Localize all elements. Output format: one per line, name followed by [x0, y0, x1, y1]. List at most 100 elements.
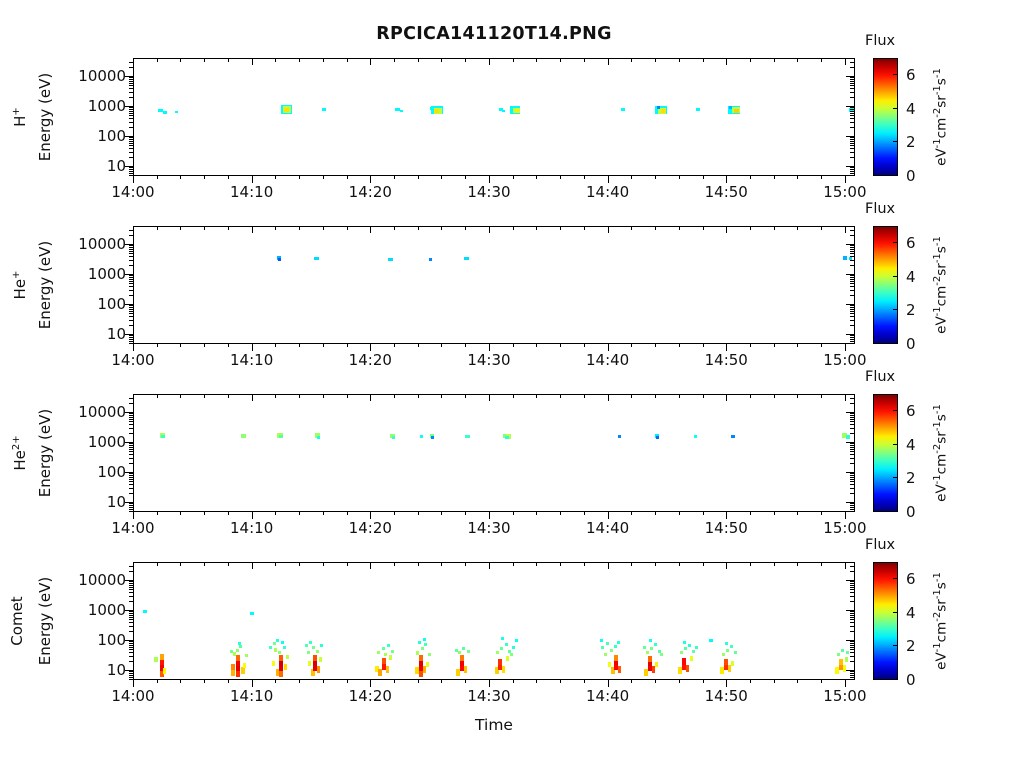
y-minor-tick — [850, 416, 854, 418]
y-minor-tick — [850, 110, 854, 112]
x-tick-label: 15:00 — [823, 519, 867, 537]
y-minor-tick — [850, 655, 854, 657]
x-minor-tick — [346, 512, 348, 515]
y-minor-tick — [129, 589, 133, 591]
x-major-tick — [488, 59, 490, 65]
y-minor-tick — [850, 253, 854, 255]
y-minor-tick — [850, 483, 854, 485]
spectrogram-cell — [272, 641, 276, 645]
y-minor-tick — [850, 619, 854, 620]
y-minor-tick — [850, 510, 854, 512]
y-minor-tick — [850, 651, 854, 653]
spectrogram-cell — [271, 660, 275, 666]
y-minor-tick — [129, 474, 133, 476]
spectrogram-cell — [275, 668, 280, 676]
label-superscript: -1 — [932, 253, 943, 264]
spectrogram-cell — [695, 108, 700, 112]
x-tick-label: 14:40 — [585, 519, 630, 537]
spectrogram-cell — [727, 665, 731, 672]
x-minor-tick — [156, 563, 158, 566]
spectrogram-cell — [230, 668, 235, 676]
y-minor-tick — [129, 110, 133, 112]
spectrogram-cell — [142, 609, 147, 613]
y-minor-tick — [850, 289, 854, 291]
y-minor-tick — [129, 315, 133, 317]
label-superscript: 2+ — [11, 435, 22, 451]
x-major-tick — [133, 227, 134, 233]
x-minor-tick — [655, 512, 657, 515]
y-minor-tick — [850, 586, 854, 588]
y-minor-tick — [129, 444, 133, 446]
spectrogram-cell — [154, 656, 158, 662]
x-major-tick — [370, 176, 372, 183]
x-minor-tick — [417, 395, 419, 398]
y-minor-tick — [850, 480, 854, 482]
x-major-tick — [251, 59, 253, 65]
spectrogram-cell — [654, 643, 657, 646]
y-tick-label: 100 — [97, 126, 126, 145]
y-minor-tick — [850, 96, 854, 98]
y-major-tick — [846, 244, 854, 246]
x-major-tick — [370, 563, 372, 569]
x-minor-tick — [773, 680, 775, 683]
x-minor-tick — [299, 344, 301, 347]
spectrogram-cell — [163, 667, 167, 674]
label-superscript: -1 — [932, 589, 943, 600]
y-major-tick — [125, 412, 133, 414]
x-tick-label: 14:00 — [111, 183, 155, 201]
label-base: sr — [933, 431, 950, 444]
x-minor-tick — [346, 563, 348, 566]
spectrogram-cell — [394, 108, 400, 112]
x-tick-label: 15:00 — [823, 687, 867, 705]
spectrogram-cell — [721, 652, 725, 656]
spectrogram-cell — [648, 639, 652, 643]
x-major-tick — [133, 680, 134, 687]
x-minor-tick — [394, 344, 396, 347]
x-minor-tick — [536, 344, 538, 347]
y-axis-title: Energy (eV) — [36, 240, 54, 330]
x-minor-tick — [322, 680, 324, 683]
colorbar-tick-label: 2 — [906, 301, 916, 320]
x-tick-label: 14:40 — [585, 351, 630, 369]
x-minor-tick — [227, 680, 229, 683]
x-minor-tick — [749, 176, 751, 179]
colorbar-title: Flux — [865, 369, 896, 385]
spectrogram-cell — [723, 658, 728, 665]
y-minor-tick — [850, 492, 854, 494]
y-minor-tick — [129, 108, 133, 110]
x-minor-tick — [797, 176, 799, 179]
spectrogram-cell — [320, 644, 323, 648]
spectrogram-cell — [498, 108, 503, 112]
y-minor-tick — [129, 276, 133, 278]
y-minor-tick — [850, 672, 854, 674]
spectrogram-cell — [509, 652, 513, 656]
y-minor-tick — [129, 112, 133, 114]
y-minor-tick — [850, 621, 854, 623]
y-minor-tick — [129, 473, 133, 475]
spectrogram-cell — [249, 612, 254, 616]
y-minor-tick — [850, 487, 854, 489]
spectrogram-cell — [381, 647, 385, 650]
label-superscript: -2 — [932, 107, 943, 118]
y-minor-tick — [850, 565, 854, 567]
y-minor-tick — [850, 151, 854, 153]
spectrogram-cell — [417, 640, 421, 644]
plot-area — [133, 394, 855, 512]
label-superscript: -2 — [932, 443, 943, 454]
x-tick-label: 15:00 — [823, 183, 867, 201]
x-major-tick — [133, 176, 134, 183]
x-major-tick — [607, 176, 609, 183]
x-minor-tick — [156, 512, 158, 515]
y-minor-tick — [850, 462, 854, 464]
x-tick-label: 14:00 — [111, 519, 155, 537]
species-label: H+ — [8, 58, 29, 176]
spectrogram-cell — [620, 108, 625, 112]
spectrogram-cell — [683, 640, 686, 644]
y-major-tick — [846, 609, 854, 611]
x-minor-tick — [512, 512, 514, 515]
y-minor-tick — [850, 138, 854, 140]
y-minor-tick — [850, 319, 854, 321]
x-minor-tick — [394, 59, 396, 62]
x-minor-tick — [702, 395, 704, 398]
label-base: s — [933, 246, 950, 254]
